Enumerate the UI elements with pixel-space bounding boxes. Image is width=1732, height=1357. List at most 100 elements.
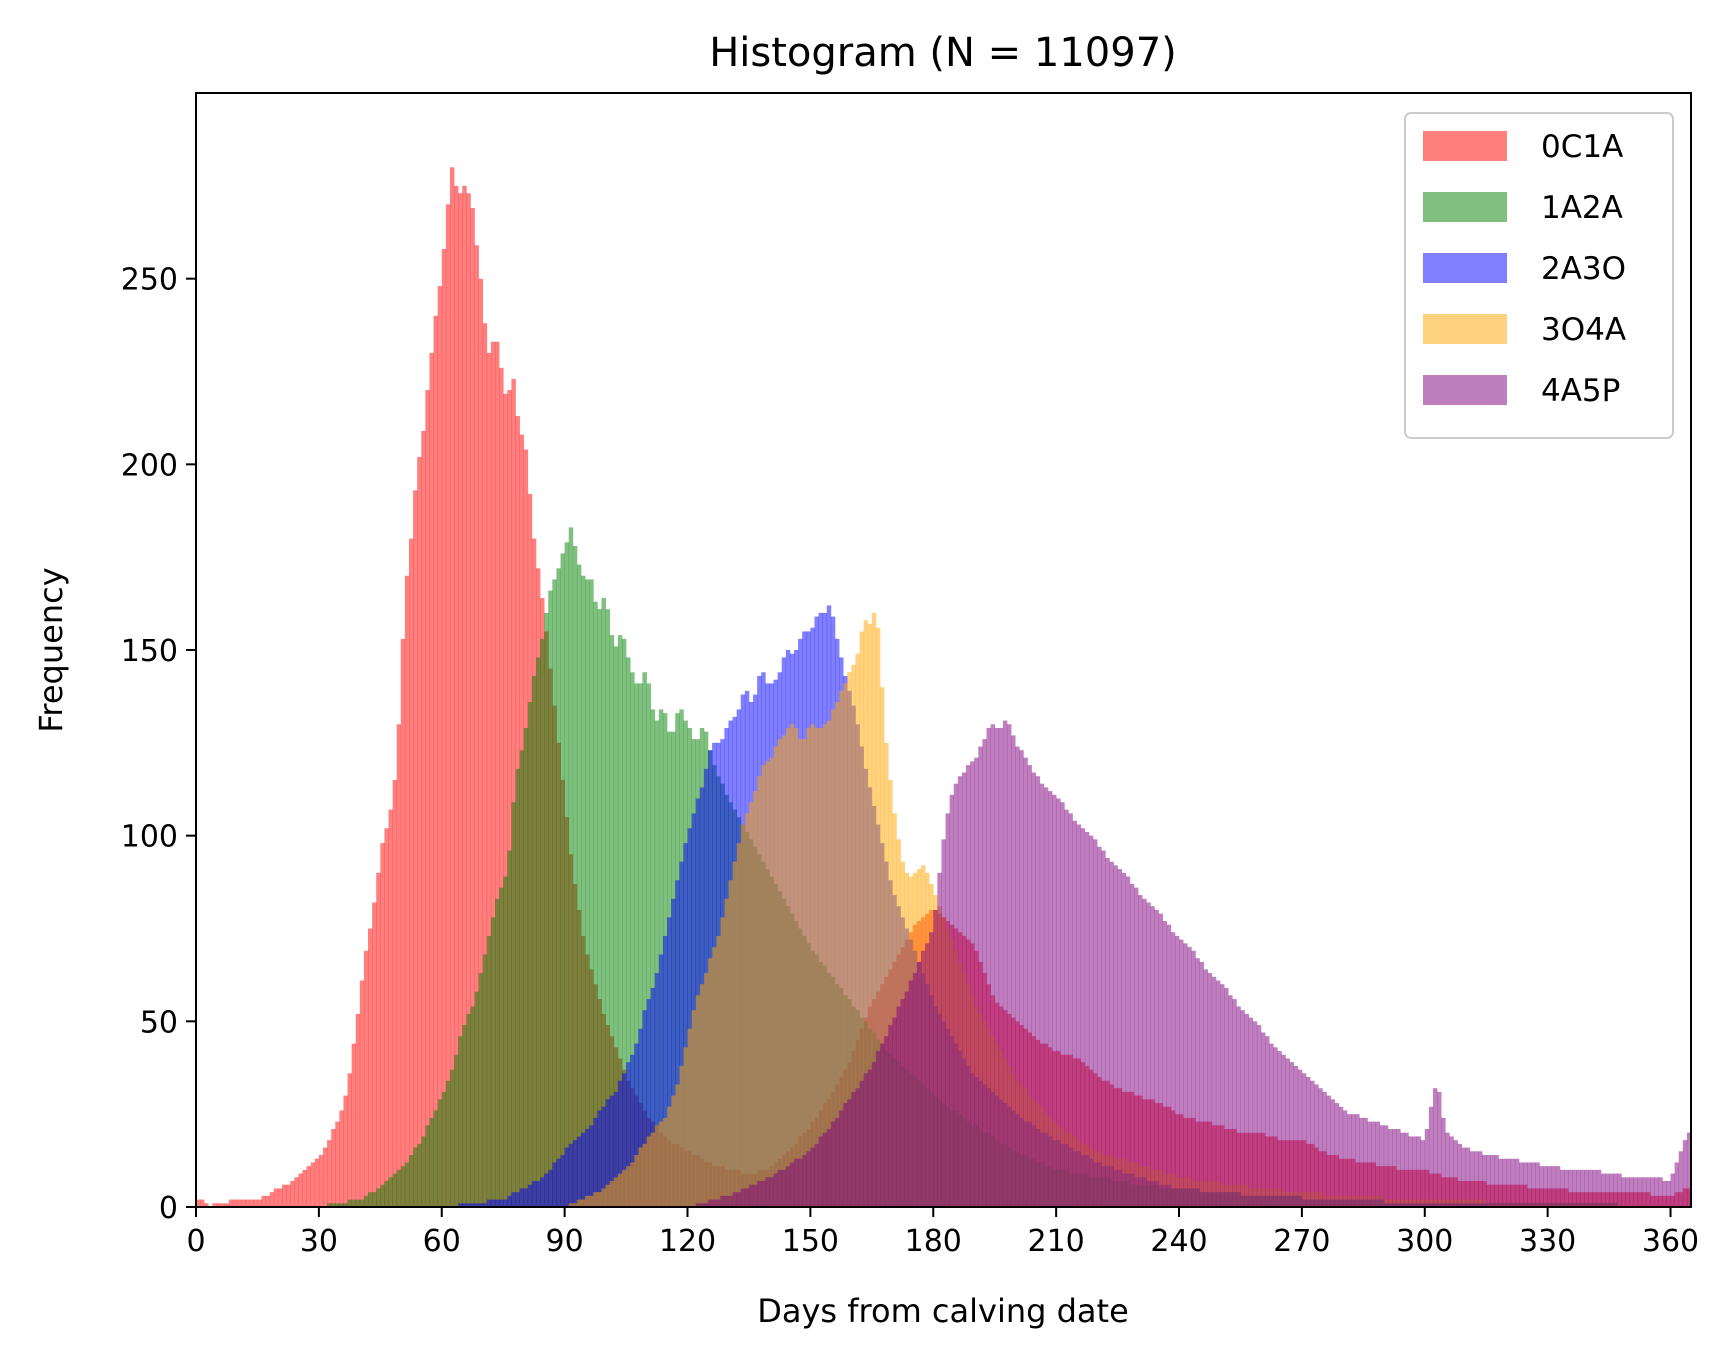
bar-4A5P bbox=[1019, 750, 1024, 1207]
bar-4A5P bbox=[1265, 1036, 1270, 1207]
bar-4A5P bbox=[1281, 1054, 1286, 1207]
bar-1A2A bbox=[581, 575, 586, 1207]
bar-4A5P bbox=[1604, 1173, 1610, 1207]
bar-1A2A bbox=[519, 750, 525, 1207]
bar-4A5P bbox=[695, 1203, 701, 1207]
bar-1A2A bbox=[466, 1013, 471, 1207]
bar-3O4A bbox=[667, 1106, 672, 1207]
bar-2A3O bbox=[495, 1199, 500, 1207]
bar-3O4A bbox=[732, 861, 738, 1207]
bar-3O4A bbox=[810, 724, 815, 1207]
bar-4A5P bbox=[1006, 724, 1012, 1207]
bar-1A2A bbox=[408, 1155, 414, 1207]
bar-1A2A bbox=[478, 973, 484, 1207]
bar-4A5P bbox=[855, 1088, 860, 1207]
bar-0C1A bbox=[470, 208, 475, 1208]
legend-swatch bbox=[1423, 131, 1507, 161]
bar-4A5P bbox=[1314, 1084, 1319, 1207]
bar-1A2A bbox=[396, 1169, 402, 1207]
bar-3O4A bbox=[703, 973, 709, 1207]
bar-1A2A bbox=[359, 1199, 365, 1207]
bar-0C1A bbox=[490, 341, 496, 1207]
bar-4A5P bbox=[1662, 1181, 1667, 1207]
bar-0C1A bbox=[449, 167, 455, 1207]
bar-4A5P bbox=[814, 1143, 819, 1207]
bar-2A3O bbox=[470, 1203, 475, 1207]
bar-2A3O bbox=[617, 1080, 623, 1207]
bar-4A5P bbox=[1117, 869, 1123, 1207]
bar-4A5P bbox=[1183, 943, 1188, 1207]
bar-4A5P bbox=[1351, 1114, 1356, 1207]
bar-4A5P bbox=[765, 1177, 770, 1207]
bar-4A5P bbox=[888, 1025, 893, 1207]
bar-4A5P bbox=[1568, 1169, 1573, 1207]
bar-4A5P bbox=[1015, 746, 1020, 1207]
bar-3O4A bbox=[712, 947, 717, 1207]
bar-4A5P bbox=[925, 943, 930, 1207]
bar-3O4A bbox=[609, 1181, 615, 1207]
bar-1A2A bbox=[597, 609, 602, 1207]
bar-2A3O bbox=[679, 861, 684, 1207]
bar-0C1A bbox=[253, 1199, 258, 1207]
bar-1A2A bbox=[572, 546, 578, 1207]
bar-3O4A bbox=[777, 739, 783, 1207]
bar-2A3O bbox=[568, 1143, 574, 1207]
bar-4A5P bbox=[900, 999, 905, 1207]
bar-4A5P bbox=[818, 1136, 824, 1207]
bar-4A5P bbox=[1416, 1136, 1422, 1207]
bar-3O4A bbox=[839, 690, 844, 1207]
bar-1A2A bbox=[654, 720, 660, 1207]
bar-0C1A bbox=[507, 390, 512, 1207]
bar-2A3O bbox=[581, 1132, 586, 1207]
bar-4A5P bbox=[1576, 1169, 1581, 1207]
bar-0C1A bbox=[277, 1188, 283, 1207]
bar-4A5P bbox=[1346, 1114, 1352, 1207]
bar-1A2A bbox=[490, 917, 496, 1207]
bar-0C1A bbox=[482, 323, 488, 1208]
bar-4A5P bbox=[1510, 1158, 1516, 1207]
bar-4A5P bbox=[1195, 958, 1200, 1207]
bar-0C1A bbox=[384, 828, 389, 1207]
bar-4A5P bbox=[707, 1199, 713, 1207]
bar-0C1A bbox=[220, 1203, 226, 1207]
bar-2A3O bbox=[593, 1117, 598, 1207]
bar-2A3O bbox=[482, 1203, 488, 1207]
x-axis-label: Days from calving date bbox=[757, 1292, 1129, 1330]
x-tick-label: 60 bbox=[423, 1224, 461, 1259]
x-tick-label: 240 bbox=[1150, 1224, 1207, 1259]
bar-0C1A bbox=[404, 575, 410, 1207]
bar-2A3O bbox=[466, 1203, 471, 1207]
bar-4A5P bbox=[703, 1203, 709, 1207]
bar-1A2A bbox=[335, 1203, 340, 1207]
bar-4A5P bbox=[1211, 976, 1217, 1207]
bar-2A3O bbox=[523, 1188, 529, 1207]
bar-0C1A bbox=[335, 1121, 340, 1207]
bar-2A3O bbox=[458, 1203, 463, 1207]
bar-1A2A bbox=[568, 527, 574, 1207]
bar-4A5P bbox=[1600, 1173, 1606, 1207]
bar-4A5P bbox=[1293, 1065, 1299, 1207]
bar-4A5P bbox=[1400, 1132, 1405, 1207]
bar-0C1A bbox=[388, 809, 393, 1207]
bar-3O4A bbox=[581, 1199, 586, 1207]
bar-4A5P bbox=[1207, 973, 1213, 1207]
bar-4A5P bbox=[1437, 1091, 1442, 1207]
bar-4A5P bbox=[839, 1110, 844, 1207]
bar-1A2A bbox=[527, 701, 533, 1207]
bar-1A2A bbox=[429, 1117, 434, 1207]
bar-4A5P bbox=[1125, 876, 1131, 1207]
bar-4A5P bbox=[1387, 1129, 1393, 1207]
bar-2A3O bbox=[634, 1043, 639, 1207]
bar-4A5P bbox=[1121, 872, 1127, 1207]
bar-2A3O bbox=[585, 1129, 590, 1207]
bar-1A2A bbox=[327, 1203, 332, 1207]
bar-0C1A bbox=[441, 248, 447, 1207]
bar-4A5P bbox=[712, 1199, 717, 1207]
bar-3O4A bbox=[597, 1192, 602, 1207]
bar-0C1A bbox=[294, 1177, 299, 1207]
bar-2A3O bbox=[519, 1188, 525, 1207]
bar-3O4A bbox=[769, 757, 774, 1207]
bar-4A5P bbox=[1457, 1143, 1462, 1207]
bar-0C1A bbox=[343, 1095, 348, 1207]
bar-4A5P bbox=[966, 765, 971, 1207]
